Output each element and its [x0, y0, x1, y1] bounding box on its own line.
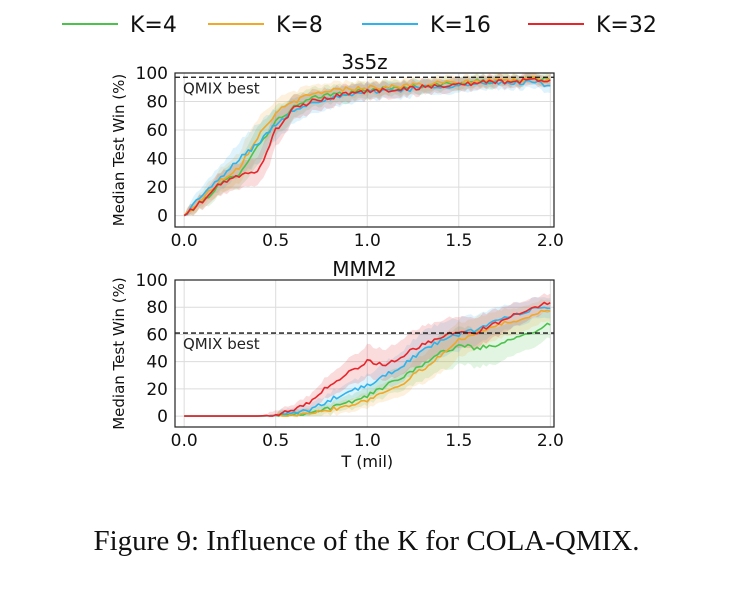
y-tick-label: 20	[146, 178, 168, 198]
series-lines	[184, 301, 551, 417]
legend-label: K=8	[276, 13, 323, 38]
plot-area	[184, 293, 551, 417]
grid-lines	[175, 279, 554, 427]
series-band-k8	[184, 73, 551, 216]
panel-frame	[174, 279, 555, 428]
x-tick-label: 1.0	[354, 431, 381, 451]
x-tick-label: 1.5	[445, 231, 472, 251]
x-tick-label: 0.0	[171, 231, 198, 251]
series-band-k16	[184, 297, 551, 417]
legend-item-k32: K=32	[528, 13, 657, 38]
plot-area	[183, 73, 551, 217]
x-tick-label: 0.5	[262, 231, 289, 251]
y-axis-label: Median Test Win (%)	[110, 74, 128, 227]
y-tick-label: 80	[146, 93, 168, 113]
y-tick-label: 40	[146, 353, 168, 373]
y-tick-label: 20	[146, 380, 168, 400]
series-lines	[183, 75, 551, 217]
figure: K=4 K=8 K=16 K=32 QMIX best 3s5z 0 20 40 60 80 100 0…	[62, 13, 657, 471]
legend-label: K=32	[596, 13, 657, 38]
figure-caption: Figure 9: Influence of the K for COLA-QM…	[93, 525, 640, 557]
y-tick-label: 60	[146, 325, 168, 345]
x-tick-label: 2.0	[537, 231, 564, 251]
x-tick-labels: 0.0 0.5 1.0 1.5 2.0	[171, 231, 564, 251]
series-line-k32	[183, 77, 551, 217]
x-tick-label: 1.5	[445, 431, 472, 451]
panel-title: 3s5z	[341, 50, 387, 74]
y-tick-label: 60	[146, 121, 168, 141]
legend-label: K=4	[130, 13, 177, 38]
x-tick-label: 0.0	[171, 431, 198, 451]
series-band-k32	[184, 73, 551, 216]
legend-item-k16: K=16	[362, 13, 491, 38]
legend-label: K=16	[430, 13, 491, 38]
y-tick-label: 0	[157, 207, 168, 227]
y-axis-label: Median Test Win (%)	[110, 277, 128, 430]
x-tick-labels: 0.0 0.5 1.0 1.5 2.0	[171, 431, 564, 451]
y-tick-labels: 0 20 40 60 80 100	[136, 64, 168, 227]
series-band-k8	[184, 299, 551, 417]
y-tick-label: 80	[146, 298, 168, 318]
panel-mmm2: QMIX best MMM2 0 20 40 60 80 100 0.0 0.5 1.0 1.5 2.0…	[110, 257, 564, 471]
panel-3s5z: QMIX best 3s5z 0 20 40 60 80 100 0.0 0.5 1.0 1.5 2.0…	[110, 50, 564, 251]
series-line-k32	[184, 301, 551, 417]
x-tick-label: 2.0	[537, 431, 564, 451]
x-axis-label: T (mil)	[340, 452, 393, 471]
reference-line-label: QMIX best	[183, 335, 260, 353]
panel-title: MMM2	[332, 257, 397, 281]
panel-frame	[174, 72, 555, 228]
series-band-k32	[184, 293, 551, 417]
y-tick-labels: 0 20 40 60 80 100	[136, 271, 168, 427]
y-tick-label: 100	[136, 271, 168, 291]
x-tick-label: 0.5	[262, 431, 289, 451]
x-tick-label: 1.0	[354, 231, 381, 251]
series-band-k4	[184, 73, 551, 216]
legend: K=4 K=8 K=16 K=32	[62, 13, 657, 38]
series-line-k4	[183, 76, 551, 217]
legend-item-k8: K=8	[208, 13, 323, 38]
reference-line-label: QMIX best	[183, 79, 260, 97]
legend-item-k4: K=4	[62, 13, 177, 38]
y-tick-label: 0	[157, 407, 168, 427]
y-tick-label: 100	[136, 64, 168, 84]
y-tick-label: 40	[146, 150, 168, 170]
